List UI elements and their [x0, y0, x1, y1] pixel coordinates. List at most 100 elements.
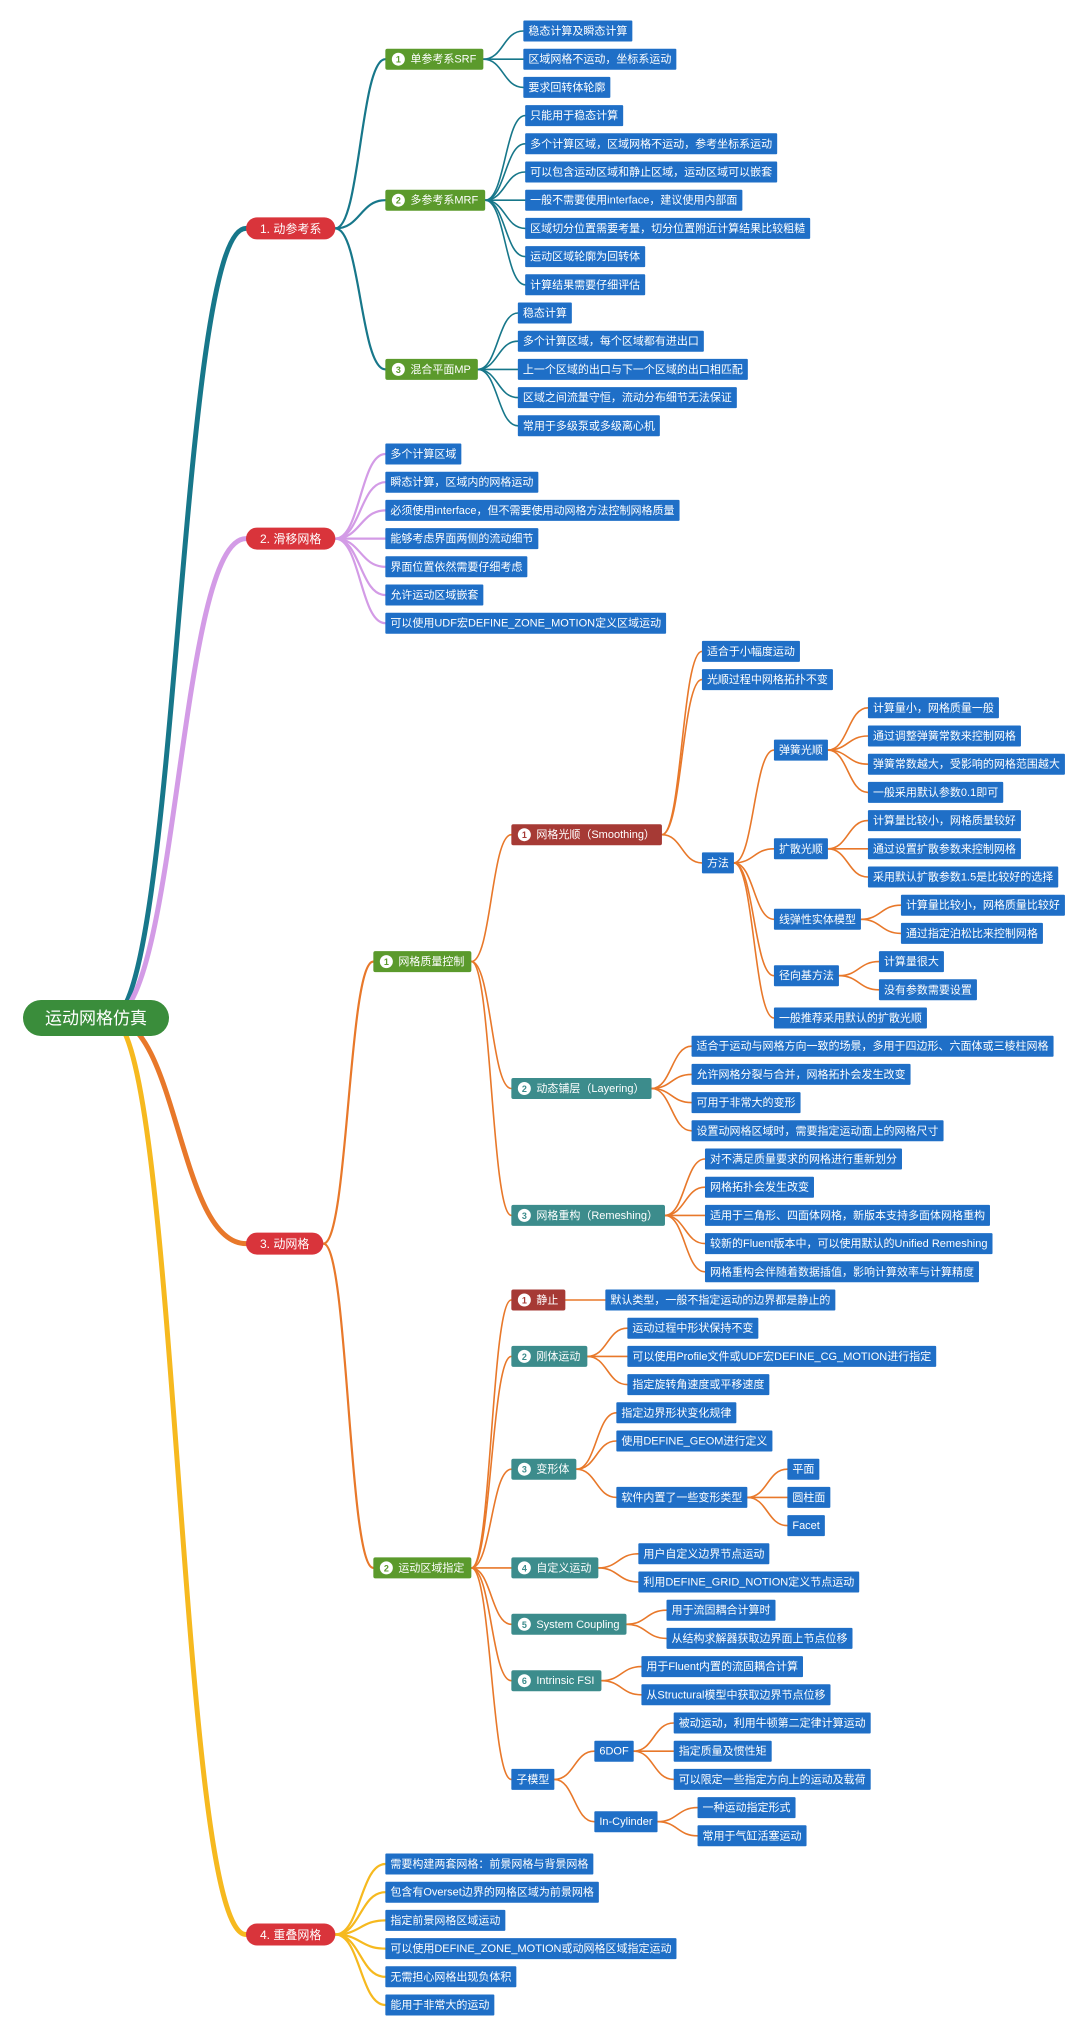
- node-box: [641, 1656, 803, 1678]
- topic-node: 1 网格质量控制: [373, 951, 472, 973]
- leaf-node: 计算量小，网格质量一般: [867, 697, 999, 719]
- node-label: 软件内置了一些变形类型: [621, 1490, 742, 1504]
- leaf-node: 稳态计算: [517, 302, 572, 324]
- node-label: 适用于三角形、四面体网格，新版本支持多面体网格重构: [710, 1208, 985, 1222]
- node-label: 弹簧光顺: [779, 743, 823, 757]
- node-box: [616, 1402, 737, 1424]
- node-label: 刚体运动: [536, 1349, 580, 1363]
- topic-node: 2. 滑移网格: [246, 527, 336, 550]
- node-label: 被动运动，利用牛顿第二定律计算运动: [679, 1716, 866, 1730]
- node-box: [373, 951, 472, 973]
- connector: [553, 1778, 596, 1823]
- connector: [632, 1722, 675, 1752]
- node-box: [385, 189, 486, 211]
- leaf-node: 可以限定一些指定方向上的运动及载荷: [673, 1768, 871, 1790]
- node-label: 一种运动指定形式: [703, 1800, 791, 1814]
- topic-node: 3 网格重构（Remeshing）: [511, 1204, 665, 1226]
- node-box: [511, 824, 662, 846]
- leaf-node: 默认类型，一般不指定运动的边界都是静止的: [605, 1289, 836, 1311]
- leaf-node: 从Structural模型中获取边界节点位移: [641, 1684, 831, 1706]
- leaf-node: 区域切分位置需要考量，切分位置附近计算结果比较粗糙: [525, 217, 811, 239]
- leaf-node: 圆柱面: [787, 1486, 831, 1508]
- leaf-node: 指定边界形状变化规律: [616, 1402, 737, 1424]
- node-box: [385, 1938, 677, 1960]
- number: 3: [396, 365, 401, 375]
- node-label: 只能用于稳态计算: [530, 108, 618, 122]
- topic-node: 1. 动参考系: [246, 217, 336, 240]
- node-box: [704, 1233, 993, 1255]
- connector: [322, 960, 375, 1245]
- node-box: [373, 1557, 472, 1579]
- node-label: 无需担心网格出现负体积: [390, 1969, 511, 1983]
- node-label: 多个计算区域，区域网格不运动，参考坐标系运动: [530, 136, 772, 150]
- connector: [733, 862, 775, 1019]
- connector: [733, 848, 775, 864]
- leaf-node: 被动运动，利用牛顿第二定律计算运动: [673, 1712, 871, 1734]
- node-label: 方法: [707, 855, 729, 869]
- node-label: 用于流固耦合计算时: [672, 1603, 771, 1617]
- connector: [661, 833, 703, 864]
- node-box: [517, 330, 704, 352]
- number-badge: [517, 1462, 531, 1476]
- node-box: [525, 161, 778, 183]
- number-badge: [379, 1561, 393, 1575]
- node-box: [704, 1204, 990, 1226]
- node-label: 单参考系SRF: [410, 52, 476, 66]
- connector: [827, 848, 869, 878]
- topic-node: 1 网格光顺（Smoothing）: [511, 824, 662, 846]
- node-box: [385, 584, 484, 606]
- node-label: 可用于非常大的变形: [697, 1095, 796, 1109]
- topic-node: 2 多参考系MRF: [385, 189, 486, 211]
- node-box: [246, 1232, 324, 1255]
- node-label: 2. 滑移网格: [260, 531, 321, 546]
- node-label: 上一个区域的出口与下一个区域的出口相匹配: [523, 362, 743, 376]
- node-box: [627, 1374, 770, 1396]
- connector: [482, 30, 525, 60]
- leaf-node: 通过设置扩散参数来控制网格: [867, 838, 1021, 860]
- connector: [470, 960, 513, 1090]
- leaf-node: 需要构建两套网格：前景网格与背景网格: [385, 1853, 594, 1875]
- node-box: [704, 1261, 979, 1283]
- leaf-node: 运动过程中形状保持不变: [627, 1317, 759, 1339]
- node-box: [773, 739, 828, 761]
- node-label: 线弹性实体模型: [779, 912, 856, 926]
- leaf-node: 瞬态计算，区域内的网格运动: [385, 471, 539, 493]
- connector: [827, 749, 869, 794]
- node-box: [787, 1515, 825, 1537]
- node-label: 使用DEFINE_GEOM进行定义: [621, 1434, 767, 1448]
- node-box: [523, 76, 611, 98]
- connector: [733, 862, 775, 921]
- topic-node: 4. 重叠网格: [246, 1923, 336, 1946]
- node-box: [691, 1063, 911, 1085]
- node-label: 常用于多级泵或多级离心机: [523, 418, 655, 432]
- node-label: 网格质量控制: [398, 954, 464, 968]
- topic-node: 1 静止: [511, 1289, 566, 1311]
- node-label: 利用DEFINE_GRID_NOTION定义节点运动: [643, 1575, 854, 1589]
- node-box: [787, 1486, 831, 1508]
- node-box: [878, 951, 944, 973]
- node-label: 较新的Fluent版本中，可以使用默认的Unified Remeshing: [710, 1236, 988, 1250]
- leaf-node: 可用于非常大的变形: [691, 1092, 801, 1114]
- number: 2: [396, 196, 401, 206]
- node-box: [691, 1092, 801, 1114]
- leaf-node: 区域之间流量守恒，流动分布细节无法保证: [517, 387, 737, 409]
- node-box: [385, 48, 484, 70]
- node-label: 稳态计算: [523, 306, 567, 320]
- node-label: 可以使用Profile文件或UDF宏DEFINE_CG_MOTION进行指定: [632, 1349, 931, 1363]
- leaf-node: 计算量很大: [878, 951, 944, 973]
- node-label: 静止: [536, 1293, 558, 1307]
- node-label: 能用于非常大的运动: [390, 1998, 489, 2012]
- connector: [484, 114, 526, 201]
- connector: [597, 1567, 640, 1583]
- number: 1: [522, 1296, 527, 1306]
- node-box: [900, 894, 1065, 916]
- node-label: 适合于运动与网格方向一致的场景，多用于四边形、六面体或三棱柱网格: [697, 1039, 1049, 1053]
- node-box: [525, 189, 743, 211]
- node-box: [385, 1909, 506, 1931]
- connectors: [108, 30, 902, 2007]
- node-box: [697, 1797, 796, 1819]
- node-label: 指定旋转角速度或平移速度: [632, 1377, 764, 1391]
- node-box: [23, 1000, 169, 1036]
- connector: [838, 974, 880, 991]
- leaf-node: 常用于气缸活塞运动: [697, 1825, 807, 1847]
